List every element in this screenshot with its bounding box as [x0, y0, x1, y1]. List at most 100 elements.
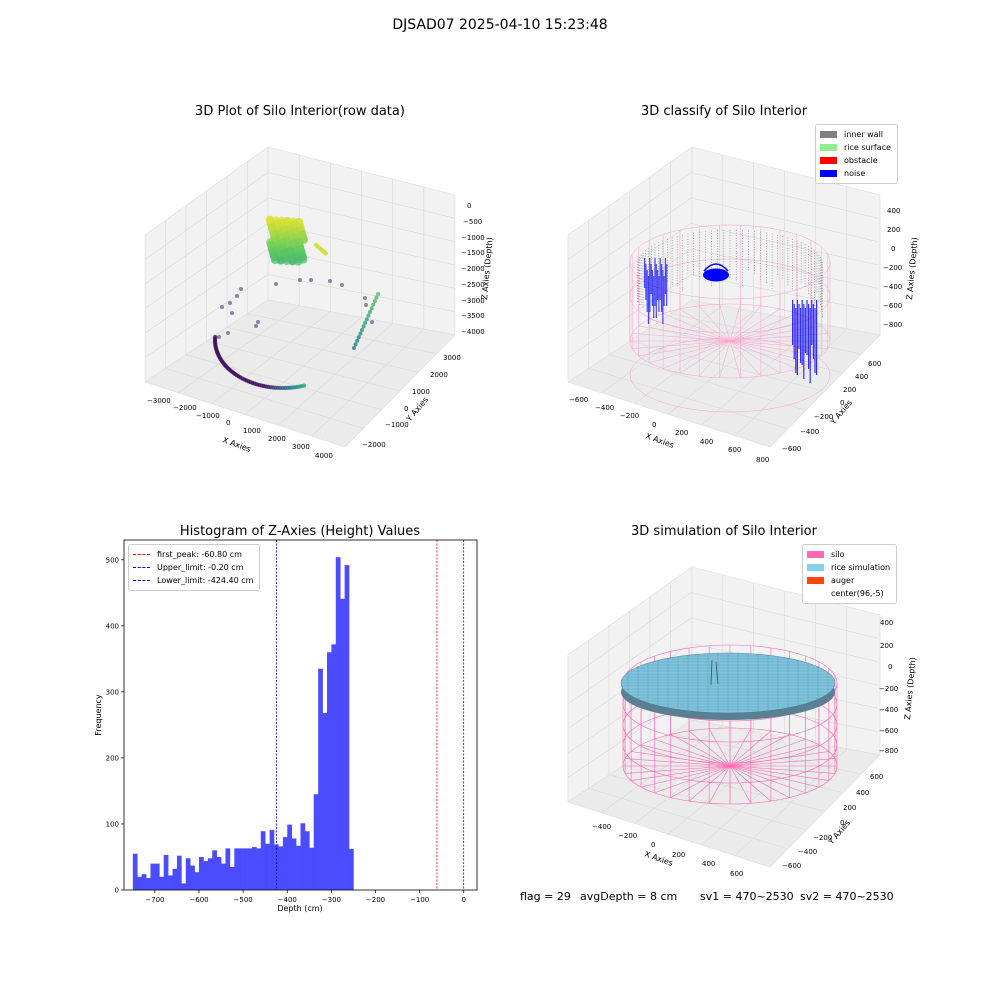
legend-label: rice surface	[844, 143, 891, 152]
histogram-ytick-label: 0	[115, 887, 119, 895]
raw-point	[364, 317, 369, 322]
raw-point	[363, 320, 368, 325]
histogram-bar	[344, 565, 350, 890]
simulation-plot-title: 3D simulation of Silo Interior	[631, 524, 817, 539]
raw-point	[276, 256, 286, 265]
histogram-bar	[137, 876, 142, 890]
raw-ztick: −2500	[461, 281, 485, 289]
raw-point	[230, 311, 234, 315]
noise-strip	[792, 300, 794, 345]
raw-xtick: −2000	[173, 404, 197, 412]
silo-wire	[729, 765, 806, 794]
noise-strip	[646, 270, 648, 312]
histogram-xtick-label: 0	[462, 896, 466, 904]
noise-strip	[796, 300, 798, 375]
legend-label: Lower_limit: -424.40 cm	[157, 576, 254, 585]
cls-ytick: 0	[840, 399, 844, 407]
legend-line	[133, 580, 150, 581]
raw-ytick: 3000	[443, 354, 461, 362]
legend-label: auger	[831, 576, 855, 585]
legend-swatch	[807, 577, 824, 584]
legend-item-rice-surface: rice surface	[820, 141, 891, 154]
sim-ztick: 0	[888, 663, 892, 671]
grid-line	[311, 328, 425, 437]
histogram-bar	[212, 850, 217, 890]
histogram-bar	[243, 848, 248, 890]
histogram-bar	[229, 866, 235, 890]
sim-ztick: −200	[879, 685, 898, 693]
noise-strip	[659, 258, 661, 300]
histogram-bar	[256, 848, 262, 890]
cls-ztick: −200	[883, 264, 902, 272]
histogram-bar	[216, 856, 222, 890]
histogram-bar	[132, 853, 138, 890]
cls-ztick: −600	[883, 302, 902, 310]
raw-point	[256, 320, 260, 324]
histogram-xtick-label: −500	[234, 896, 253, 904]
raw-point	[355, 338, 360, 343]
cls-xtick: 600	[728, 446, 741, 454]
silo-wire	[654, 738, 731, 767]
silo-wire	[729, 765, 772, 802]
legend-item-upper-limit: Upper_limit: -0.20 cm	[133, 561, 253, 574]
sv1-text: sv1 = 470~2530	[700, 890, 794, 903]
histogram-bar	[326, 652, 332, 890]
raw-point	[369, 306, 374, 311]
legend-item-auger: auger	[807, 574, 890, 587]
raw-point	[363, 296, 367, 300]
histogram-bar	[309, 847, 315, 890]
histogram-bar	[150, 863, 156, 890]
noise-strip	[666, 264, 668, 306]
silo-wire	[640, 744, 731, 767]
histogram-ytick-label: 200	[106, 754, 119, 762]
cls-xtick: −200	[620, 412, 639, 420]
sim-ytick: 200	[843, 804, 856, 812]
raw-point	[376, 292, 380, 296]
histogram-bar	[159, 876, 165, 890]
sim-xtick: −400	[592, 823, 611, 831]
silo-wire	[631, 751, 731, 767]
histogram-legend: first_peak: -60.80 cm Upper_limit: -0.20…	[128, 544, 261, 591]
legend-swatch	[820, 144, 837, 151]
simulation-legend: silo rice simulation auger center(96,-5)	[802, 544, 898, 604]
noise-strip	[657, 270, 659, 300]
sim-xlabel: X Axies	[643, 849, 674, 868]
histogram-bar	[234, 848, 240, 890]
histogram-bar	[194, 872, 200, 890]
histogram-title: Histogram of Z-Axies (Height) Values	[179, 524, 421, 539]
histogram-xtick-label: −200	[366, 896, 385, 904]
sim-ztick: −800	[879, 747, 898, 755]
legend-label: obstacle	[844, 156, 878, 165]
raw-ztick: −2000	[461, 265, 485, 273]
raw-point	[289, 239, 298, 249]
silo-wire	[670, 734, 731, 767]
avg-depth-text: avgDepth = 8 cm	[580, 890, 678, 903]
noise-strip	[644, 258, 646, 288]
silo-wire	[649, 340, 731, 363]
raw-xtick: −1000	[196, 412, 220, 420]
histogram-bar	[146, 878, 151, 890]
noise-strip	[814, 308, 816, 373]
raw-point	[323, 251, 328, 256]
histogram-ylabel: Frequency	[94, 694, 103, 736]
silo-wire	[632, 333, 731, 342]
noise-strip	[806, 300, 808, 355]
silo-wire	[729, 340, 762, 377]
histogram-xtick-label: −300	[322, 896, 341, 904]
noise-strip	[795, 308, 797, 373]
histogram-bar	[181, 883, 187, 890]
histogram-bar	[190, 865, 195, 890]
silo-wire	[729, 304, 741, 342]
legend-item-lower-limit: Lower_limit: -424.40 cm	[133, 574, 253, 587]
legend-label: noise	[844, 169, 866, 178]
raw-point	[372, 299, 377, 304]
raw-point	[368, 310, 372, 314]
sim-ytick: 0	[840, 819, 844, 827]
silo-ring	[629, 337, 831, 413]
silo-wire	[729, 340, 781, 374]
silo-wire	[662, 313, 731, 342]
silo-wire	[698, 305, 731, 342]
histogram-ytick-label: 100	[106, 820, 119, 828]
